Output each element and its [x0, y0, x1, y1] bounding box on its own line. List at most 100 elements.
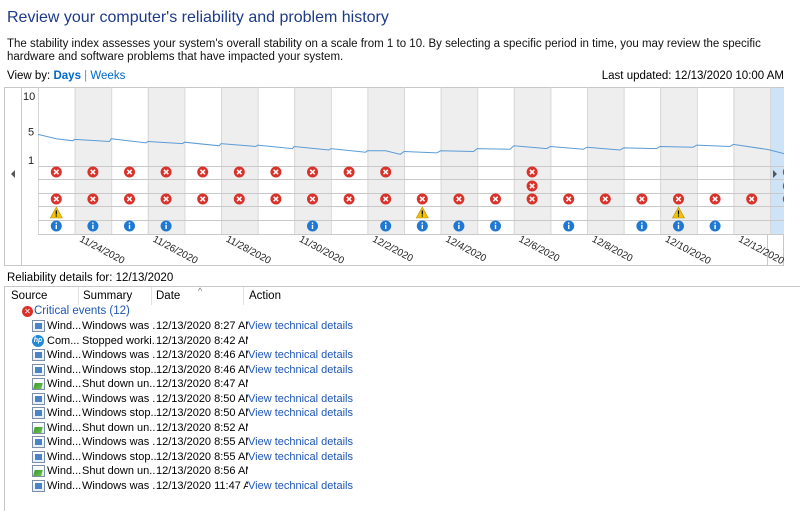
windows-icon	[32, 392, 45, 405]
day-column[interactable]	[477, 88, 514, 234]
table-row[interactable]: Wind... Windows was ... 12/13/2020 8:46 AM…	[5, 348, 800, 363]
reliability-chart-svg[interactable]: 1051ApWirMisWaInfo11/24/202011/26/202011…	[4, 86, 800, 267]
view-technical-details-link[interactable]: View technical details	[248, 480, 353, 493]
table-row[interactable]: Wind... Shut down un... 12/13/2020 8:47 AM	[5, 377, 800, 392]
shutdown-icon	[32, 465, 45, 478]
column-source[interactable]: Source	[11, 290, 48, 302]
last-updated: Last updated: 12/13/2020 10:00 AM	[601, 70, 784, 82]
day-column[interactable]	[623, 88, 661, 234]
view-technical-details-link[interactable]: View technical details	[248, 450, 353, 463]
info-event-dot	[165, 222, 167, 224]
day-column[interactable]	[257, 88, 295, 234]
critical-event-x	[639, 196, 645, 202]
row-source: Wind...	[47, 349, 82, 362]
day-column[interactable]	[294, 88, 331, 234]
page-title: Review your computer's reliability and p…	[7, 9, 389, 26]
day-column[interactable]	[74, 88, 112, 234]
table-header: Source Summary Date ^ Action	[5, 286, 800, 305]
view-technical-details-link[interactable]: View technical details	[248, 436, 353, 449]
day-column[interactable]	[111, 88, 148, 234]
table-row[interactable]: Wind... Windows was ... 12/13/2020 8:55 AM…	[5, 435, 800, 450]
row-summary: Windows was ...	[82, 320, 156, 332]
day-column[interactable]	[440, 88, 478, 234]
row-date: 12/13/2020 8:56 AM	[156, 465, 248, 478]
scroll-left-icon[interactable]	[11, 170, 15, 178]
critical-event-x	[199, 169, 206, 175]
row-summary: Windows stop...	[82, 363, 156, 376]
day-column[interactable]	[513, 88, 551, 234]
reliability-chart[interactable]: 1051ApWirMisWaInfo11/24/202011/26/202011…	[4, 86, 800, 267]
row-summary: Shut down un...	[82, 421, 156, 434]
day-column[interactable]	[330, 88, 368, 234]
critical-events-group[interactable]: ✕ Critical events (12)	[5, 305, 800, 319]
column-action[interactable]: Action	[249, 290, 281, 302]
info-event-dot	[55, 222, 57, 224]
column-date[interactable]: Date	[156, 290, 181, 302]
scroll-right-icon[interactable]	[773, 170, 777, 178]
table-row[interactable]: Wind... Shut down un... 12/13/2020 8:52 AM	[5, 421, 800, 436]
critical-event-x	[236, 196, 243, 202]
view-technical-details-link[interactable]: View technical details	[248, 407, 353, 420]
row-source: Wind...	[47, 392, 82, 405]
view-technical-details-link[interactable]: View technical details	[248, 349, 353, 362]
critical-events-label[interactable]: Critical events (12)	[34, 305, 130, 317]
table-row[interactable]: Wind... Windows stop... 12/13/2020 8:55 AM…	[5, 450, 800, 465]
table-row[interactable]: Wind... Shut down un... 12/13/2020 8:56 AM	[5, 464, 800, 479]
warning-event-dot	[421, 215, 423, 217]
table-row[interactable]: Wind... Windows was ... 12/13/2020 11:47 A…	[5, 479, 800, 494]
view-days-link[interactable]: Days	[53, 70, 81, 82]
view-technical-details-link[interactable]: View technical details	[248, 392, 353, 405]
critical-event-x	[273, 169, 279, 175]
day-column[interactable]	[550, 88, 587, 234]
critical-event-x	[53, 196, 60, 202]
day-column[interactable]	[587, 88, 624, 234]
info-event-dot	[421, 222, 423, 224]
row-date: 12/13/2020 8:52 AM	[156, 421, 248, 434]
table-row[interactable]: hp Com... Stopped worki... 12/13/2020 8:42 …	[5, 334, 800, 349]
info-event-mark	[421, 224, 423, 229]
day-column[interactable]	[221, 88, 258, 234]
row-date: 12/13/2020 8:47 AM	[156, 378, 248, 391]
info-event-dot	[677, 222, 680, 224]
critical-event-x	[712, 196, 718, 202]
warning-event-mark	[421, 210, 423, 215]
info-event-dot	[385, 222, 387, 224]
day-column[interactable]	[367, 88, 404, 234]
info-event-dot	[92, 222, 94, 224]
info-event-dot	[568, 222, 570, 224]
critical-event-x	[382, 196, 389, 202]
table-row[interactable]: Wind... Windows stop... 12/13/2020 8:50 AM…	[5, 406, 800, 421]
column-summary[interactable]: Summary	[83, 290, 133, 302]
column-divider[interactable]	[78, 287, 79, 305]
warning-event-dot	[55, 215, 57, 217]
view-technical-details-link[interactable]: View technical details	[248, 363, 353, 376]
column-divider[interactable]	[243, 287, 244, 305]
selected-day-column[interactable]	[770, 88, 800, 234]
sort-ascending-icon: ^	[198, 286, 203, 296]
y-tick-label: 1	[28, 155, 34, 167]
table-row[interactable]: Wind... Windows was ... 12/13/2020 8:50 AM…	[5, 392, 800, 407]
details-table: Source Summary Date ^ Action ✕ Critical …	[4, 286, 800, 511]
critical-event-x	[309, 196, 316, 202]
view-by: View by: Days | Weeks	[7, 70, 125, 82]
day-column[interactable]	[147, 88, 185, 234]
info-event-mark	[55, 224, 57, 229]
day-column[interactable]	[733, 88, 770, 234]
info-event-dot	[641, 222, 643, 224]
y-tick-label: 10	[23, 91, 35, 103]
critical-event-x	[346, 196, 352, 202]
row-source: Wind...	[47, 320, 82, 332]
column-divider[interactable]	[151, 287, 152, 305]
critical-event-x	[748, 196, 755, 202]
view-technical-details-link[interactable]: View technical details	[248, 320, 353, 332]
table-row[interactable]: Wind... Windows was ... 12/13/2020 8:27 AM…	[5, 319, 800, 334]
row-date: 12/13/2020 8:55 AM	[156, 436, 248, 449]
critical-event-x	[565, 196, 572, 202]
info-event-mark	[714, 224, 716, 229]
day-column[interactable]	[184, 88, 221, 234]
info-event-mark	[385, 224, 387, 229]
table-row[interactable]: Wind... Windows stop... 12/13/2020 8:46 AM…	[5, 363, 800, 378]
view-weeks-link[interactable]: Weeks	[90, 70, 126, 82]
hp-icon: hp	[32, 334, 44, 347]
day-column[interactable]	[696, 88, 734, 234]
